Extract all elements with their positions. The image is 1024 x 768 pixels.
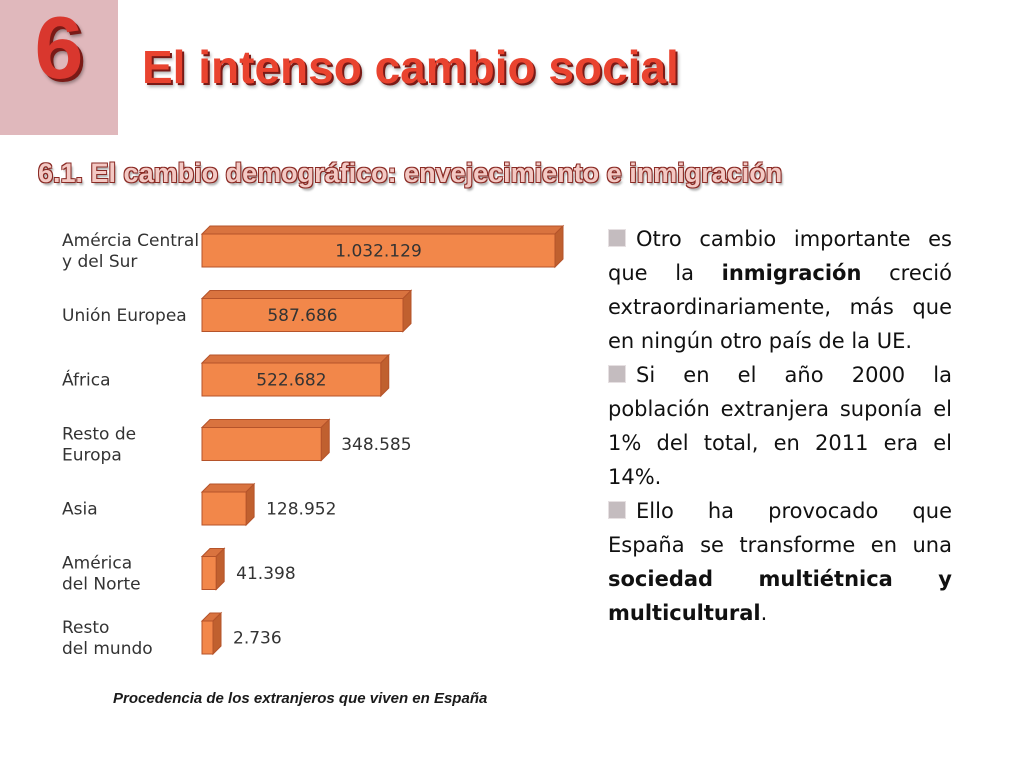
bar-top-face (200, 354, 390, 364)
category-label: Europa (62, 446, 122, 466)
section-number: 6 (34, 0, 84, 97)
value-label: 522.682 (256, 371, 326, 391)
bar (201, 233, 556, 268)
bar (201, 298, 404, 332)
bar-top-face (200, 419, 331, 428)
bar-top-face (200, 483, 256, 493)
category-label: Amércia Central (62, 231, 199, 251)
bar-side-face (402, 289, 412, 333)
bar-side-face (215, 547, 225, 591)
category-label: América (62, 554, 132, 574)
bar (201, 362, 382, 397)
text-block: Otro cambio importante es que la inmigra… (608, 222, 952, 630)
value-label: 1.032.129 (335, 242, 422, 262)
square-bullet-icon (608, 501, 626, 519)
value-label: 587.686 (267, 306, 337, 326)
category-label: del mundo (62, 639, 153, 659)
category-label: y del Sur (62, 252, 137, 272)
bar-side-face (212, 611, 222, 656)
square-bullet-icon (608, 365, 626, 383)
category-label: Resto de (62, 425, 136, 445)
bar-side-face (245, 482, 255, 527)
paragraph-1: Otro cambio importante es que la inmigra… (608, 227, 952, 353)
bar-side-face (554, 224, 564, 269)
bar (201, 620, 214, 655)
value-label: 348.585 (341, 435, 411, 455)
slide-subtitle: 6.1. El cambio demográfico: envejecimien… (38, 158, 783, 188)
category-label: del Norte (62, 575, 141, 595)
paragraph-3: Ello ha provocado que España se transfor… (608, 499, 952, 625)
bar-side-face (320, 418, 330, 462)
paragraph-2: Si en el año 2000 la población extranjer… (608, 363, 952, 489)
value-label: 2.736 (233, 629, 282, 649)
chart-caption: Procedencia de los extranjeros que viven… (113, 690, 488, 707)
bar-top-face (200, 290, 413, 299)
category-label: África (62, 369, 111, 391)
category-label: Unión Europea (62, 306, 187, 326)
bar (201, 556, 217, 590)
section-number-box: 6 (0, 0, 118, 135)
bar (201, 427, 322, 461)
slide-title: El intenso cambio social (142, 41, 679, 93)
value-label: 128.952 (266, 500, 336, 520)
value-label: 41.398 (236, 564, 295, 584)
category-label: Asia (62, 500, 98, 520)
bar-side-face (380, 353, 390, 398)
bar (201, 491, 247, 526)
bar-top-face (200, 225, 565, 235)
square-bullet-icon (608, 229, 626, 247)
category-label: Resto (62, 618, 109, 638)
